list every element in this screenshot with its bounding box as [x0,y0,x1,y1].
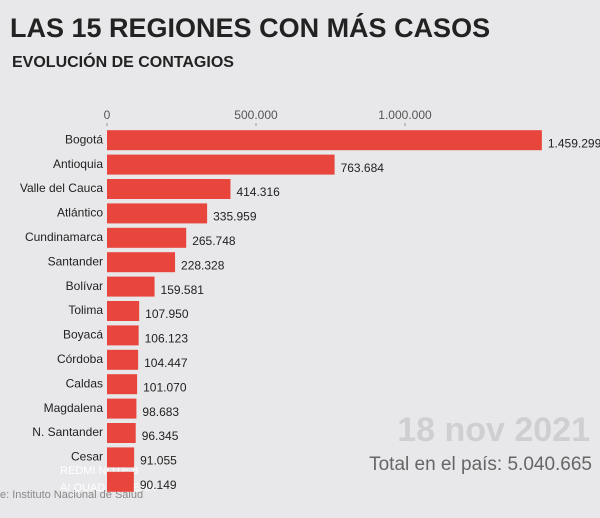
y-tick-label: Cundinamarca [25,230,103,244]
bar [107,301,140,321]
value-label: 228.328 [181,258,225,272]
y-tick-label: N. Santander [32,425,103,439]
y-tick-label: Magdalena [44,401,104,415]
y-tick-label: Antioquia [53,157,103,171]
y-tick-label: Bogotá [65,132,103,146]
bar [107,325,139,346]
value-label: 414.316 [236,185,280,199]
bar [107,203,208,224]
y-tick-label: Atlántico [57,206,103,220]
y-tick-label: Tolima [68,303,103,317]
value-label: 763.684 [341,161,385,175]
bar [107,154,335,175]
bar [107,447,135,468]
y-tick-label: Caldas [66,376,103,390]
x-tick-label: 0 [104,108,111,122]
value-label: 1.459.299 [548,136,600,150]
value-label: 101.070 [143,380,187,394]
source: e: Instituto Nacional de Salud [0,489,143,501]
y-tick-label: Bolívar [66,279,103,293]
bar [107,374,138,395]
y-tick-label: Valle del Cauca [20,181,103,195]
y-tick-label: Santander [48,254,103,268]
x-tick-label: 1.000.000 [378,108,432,122]
value-label: 159.581 [161,283,205,297]
bar [107,252,176,273]
bar [107,130,542,151]
bar [107,423,136,443]
value-label: 335.959 [213,210,257,224]
value-label: 106.123 [145,332,189,346]
chart-title: LAS 15 REGIONES CON MÁS CASOS [10,12,490,43]
bar [107,471,134,492]
y-tick-label: Cesar [71,450,103,464]
value-label: 90.149 [140,478,177,492]
bar [107,276,155,297]
value-label: 104.447 [144,356,188,370]
chart-subtitle: EVOLUCIÓN DE CONTAGIOS [12,52,234,71]
value-label: 96.345 [142,429,179,443]
x-tick-label: 500.000 [234,108,278,122]
bar [107,179,231,199]
value-label: 91.055 [140,454,177,468]
value-label: 107.950 [145,307,189,321]
bar [107,227,187,248]
value-label: 265.748 [192,234,236,248]
date: 18 nov 2021 [397,411,590,449]
bar [107,398,137,419]
bar [107,349,139,370]
value-label: 98.683 [142,405,179,419]
total: Total en el país: 5.040.665 [369,454,592,475]
y-tick-label: Boyacá [63,328,103,342]
y-tick-label: Córdoba [57,352,103,366]
